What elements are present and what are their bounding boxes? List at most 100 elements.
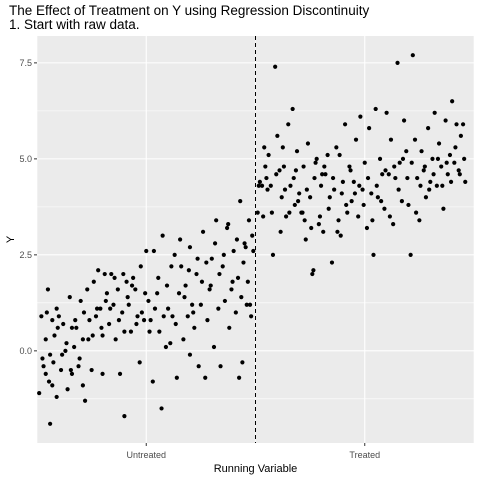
data-point-untreated [69,325,75,330]
data-point-treated [329,260,335,265]
data-point-treated [434,183,439,188]
data-point-treated [257,179,262,185]
data-point-untreated [220,264,225,269]
data-point-untreated [178,237,183,242]
data-point-treated [387,214,392,219]
data-point-untreated [204,260,209,265]
data-point-treated [266,152,271,158]
data-point-untreated [128,329,134,334]
data-point-untreated [242,241,247,246]
data-point-untreated [163,344,169,350]
data-point-treated [395,60,400,65]
data-point-untreated [139,310,144,315]
data-point-untreated [108,306,113,311]
data-point-untreated [56,314,61,319]
data-point-treated [282,187,288,192]
data-point-untreated [217,271,222,277]
data-point-treated [283,214,289,219]
data-point-untreated [48,421,53,426]
data-point-treated [265,187,270,192]
data-point-untreated [245,279,250,284]
data-point-untreated [191,310,196,315]
data-point-treated [314,156,319,161]
data-point-treated [320,172,325,177]
data-point-untreated [152,306,158,311]
data-point-treated [377,156,383,161]
data-point-treated [417,218,422,223]
data-point-treated [382,206,387,211]
data-point-untreated [199,279,205,284]
data-point-untreated [120,310,125,315]
data-point-untreated [104,291,110,296]
data-point-untreated [190,302,195,307]
data-point-untreated [44,310,49,315]
data-point-untreated [182,294,187,300]
data-point-untreated [221,252,226,257]
data-point-treated [393,175,398,181]
data-point-treated [370,218,375,223]
data-point-treated [337,152,342,158]
data-point-untreated [187,352,193,357]
data-point-treated [440,183,445,188]
data-point-untreated [80,383,85,388]
chart-subtitle: 1. Start with raw data. [9,17,140,32]
data-point-untreated [183,283,188,288]
data-point-treated [349,199,354,204]
data-point-untreated [129,283,135,288]
data-point-treated [293,168,299,173]
y-axis-title: Y [5,235,17,243]
data-point-treated [358,114,363,119]
data-point-untreated [63,348,68,353]
data-point-treated [401,118,407,123]
data-point-untreated [233,310,238,315]
data-point-treated [462,156,467,161]
data-point-untreated [207,287,212,292]
data-point-untreated [86,337,91,342]
data-point-treated [396,187,401,192]
data-point-untreated [156,275,161,280]
data-point-treated [432,110,437,115]
data-point-treated [294,149,300,154]
data-point-untreated [48,352,53,357]
data-point-untreated [91,279,96,284]
data-point-untreated [89,367,94,373]
data-point-treated [326,206,331,211]
data-point-untreated [238,199,243,204]
data-point-untreated [240,360,245,365]
data-point-untreated [90,333,95,338]
data-point-treated [318,183,324,188]
data-point-untreated [87,318,92,323]
data-point-untreated [222,298,228,304]
data-point-treated [435,156,441,161]
data-point-treated [388,137,394,142]
data-point-treated [342,122,348,127]
data-point-treated [374,183,379,188]
data-point-untreated [246,218,252,223]
data-point-treated [456,168,461,173]
data-point-untreated [112,275,117,280]
data-point-treated [292,202,297,208]
data-point-treated [309,225,314,231]
data-point-treated [427,187,432,192]
data-point-untreated [126,302,131,307]
data-point-untreated [166,306,171,311]
data-point-untreated [194,271,199,277]
data-point-treated [460,122,466,127]
data-point-untreated [214,218,219,223]
data-point-untreated [155,291,160,296]
data-point-treated [301,164,306,169]
data-point-untreated [103,298,108,304]
data-point-untreated [68,367,73,373]
data-point-untreated [143,291,148,296]
data-point-treated [323,172,328,177]
data-point-treated [310,271,315,277]
data-point-treated [345,210,350,215]
data-point-treated [338,233,343,238]
data-point-treated [448,179,454,185]
data-point-untreated [81,310,87,315]
data-point-untreated [109,271,114,277]
data-point-untreated [229,287,234,292]
data-point-untreated [251,248,256,254]
data-point-treated [452,160,457,165]
